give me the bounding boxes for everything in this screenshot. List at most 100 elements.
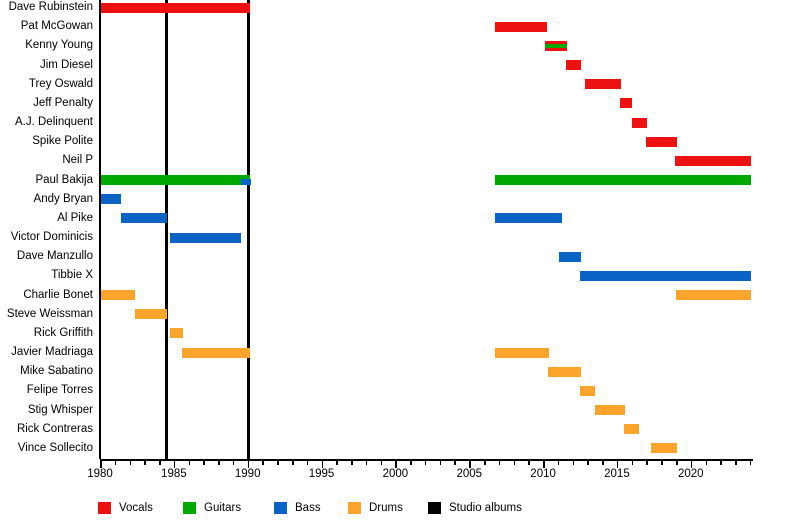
timeline-bar [170, 232, 242, 243]
axis-minor-tick [572, 461, 575, 465]
axis-minor-tick [498, 461, 501, 465]
axis-minor-tick [203, 461, 205, 465]
member-label: Dave Rubinstein [8, 1, 93, 13]
member-label: Victor Dominicis [10, 231, 93, 244]
axis-major-tick [469, 461, 471, 468]
axis-minor-tick [439, 461, 442, 465]
member-label: Pat McGowan [20, 20, 93, 33]
timeline-bar [495, 213, 563, 224]
axis-minor-tick [528, 461, 530, 465]
timeline-bar [100, 194, 121, 205]
timeline-bar [645, 136, 677, 147]
legend-swatch-drums [348, 502, 361, 514]
member-label: Vince Sollecito [17, 441, 93, 454]
timeline-bar [241, 179, 251, 186]
axis-minor-tick [232, 461, 235, 465]
axis-minor-tick [277, 461, 279, 465]
axis-major-tick [100, 461, 102, 468]
legend-swatch-guitars [183, 502, 196, 514]
axis-minor-tick [587, 461, 589, 465]
axis-minor-tick [292, 461, 294, 465]
timeline-bar [580, 385, 595, 396]
timeline-bar [650, 443, 677, 454]
axis-year-label: 1995 [308, 468, 335, 480]
axis-minor-tick [705, 461, 708, 465]
axis-minor-tick [676, 461, 678, 465]
timeline-bar [181, 347, 250, 358]
timeline-bar [623, 424, 640, 435]
axis-minor-tick [144, 461, 146, 465]
axis-minor-tick [454, 461, 456, 465]
timeline-bar [565, 60, 581, 70]
member-label: Stig Whisper [27, 403, 93, 416]
axis-minor-tick [557, 461, 560, 465]
member-label: Jim Diesel [39, 58, 93, 71]
axis-year-label: 2015 [604, 468, 630, 480]
timeline-bar [580, 270, 752, 281]
axis-minor-tick [380, 461, 383, 465]
member-label: Javier Madriaga [11, 346, 93, 359]
timeline-bar [120, 213, 168, 224]
legend-swatch-albums [428, 502, 441, 514]
timeline-bar [585, 79, 621, 90]
axis-minor-tick [159, 461, 161, 465]
axis-minor-tick [365, 461, 368, 465]
axis-year-label: 1985 [161, 468, 187, 480]
axis-minor-tick [129, 461, 132, 465]
axis-minor-tick [646, 461, 648, 465]
axis-minor-tick [484, 461, 486, 465]
axis-major-tick [543, 461, 545, 468]
axis-year-label: 2000 [382, 468, 409, 480]
member-label: Dave Manzullo [16, 250, 93, 263]
member-label: Trey Oswald [28, 77, 93, 90]
timeline-bar [495, 175, 752, 186]
timeline-bar [100, 2, 250, 13]
axis-major-tick [395, 461, 397, 468]
axis-major-tick [173, 461, 176, 468]
axis-minor-tick [661, 461, 663, 465]
timeline-bar [676, 290, 752, 301]
legend-swatch-bass [274, 502, 287, 514]
legend-label-guitars: Guitars [204, 502, 242, 514]
axis-major-tick [690, 461, 693, 468]
timeline-bar [631, 117, 648, 128]
timeline-bar [495, 347, 549, 358]
timeline-bar [170, 328, 183, 339]
legend-label-vocals: Vocals [119, 502, 153, 514]
member-label: Charlie Bonet [23, 288, 93, 301]
member-label: Spike Polite [32, 135, 93, 148]
member-label: Steve Weissman [6, 307, 93, 320]
member-label: Andy Bryan [33, 192, 93, 205]
axis-minor-tick [114, 461, 117, 465]
axis-minor-tick [262, 461, 264, 465]
member-label: Jeff Penalty [33, 96, 93, 109]
member-label: Al Pike [57, 211, 93, 224]
axis-minor-tick [410, 461, 412, 465]
axis-major-tick [616, 461, 619, 468]
member-label: Neil P [62, 154, 93, 167]
axis-minor-tick [336, 461, 338, 465]
member-label: Paul Bakija [35, 173, 93, 186]
x-axis-line [100, 459, 753, 461]
axis-minor-tick [513, 461, 516, 465]
axis-minor-tick [351, 461, 353, 465]
studio-album-line [246, 0, 250, 459]
studio-album-line [164, 0, 168, 459]
axis-minor-tick [749, 461, 752, 465]
member-label: Rick Griffith [33, 326, 93, 339]
y-axis-spine [99, 0, 101, 459]
axis-minor-tick [735, 461, 737, 465]
axis-year-label: 1980 [87, 468, 113, 480]
axis-minor-tick [424, 461, 427, 465]
member-label: Felipe Torres [26, 384, 93, 397]
axis-year-label: 1990 [234, 468, 261, 480]
axis-minor-tick [188, 461, 191, 465]
axis-minor-tick [631, 461, 634, 465]
timeline-bar [495, 21, 547, 32]
axis-year-label: 2010 [530, 468, 556, 480]
legend-label-bass: Bass [295, 502, 321, 514]
axis-minor-tick [720, 461, 722, 465]
timeline-bar [545, 40, 567, 51]
axis-minor-tick [602, 461, 604, 465]
